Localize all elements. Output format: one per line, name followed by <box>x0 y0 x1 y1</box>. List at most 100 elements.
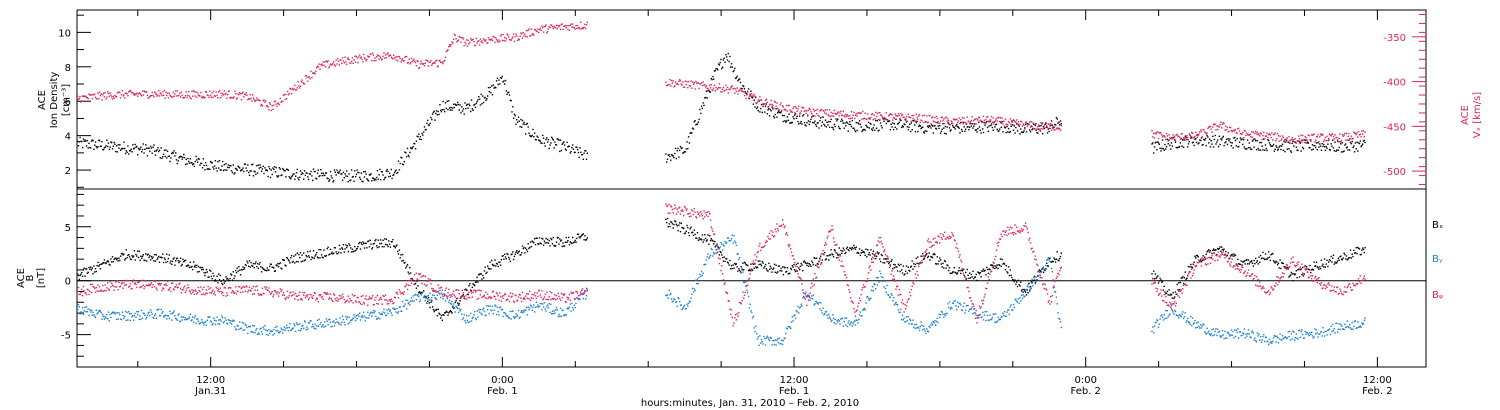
data-point <box>555 245 557 247</box>
data-point <box>239 170 242 172</box>
data-point <box>1033 128 1036 130</box>
data-point <box>180 91 183 93</box>
data-point <box>725 257 727 260</box>
data-point <box>760 103 763 106</box>
data-point <box>1204 256 1206 258</box>
data-point <box>1332 254 1335 256</box>
data-point <box>79 313 81 315</box>
data-point <box>706 256 708 258</box>
data-point <box>977 128 979 130</box>
data-point <box>427 300 429 302</box>
data-point <box>1340 140 1343 142</box>
data-point <box>1273 261 1276 263</box>
data-point <box>678 297 680 300</box>
data-point <box>1352 146 1354 149</box>
data-point <box>289 177 291 179</box>
data-point <box>471 108 473 110</box>
data-point <box>332 181 334 183</box>
data-point <box>934 124 936 127</box>
data-point <box>483 310 486 313</box>
data-point <box>1211 252 1213 255</box>
data-point <box>84 306 86 308</box>
data-point <box>399 162 401 165</box>
data-point <box>997 116 999 119</box>
data-point <box>209 90 211 92</box>
data-point <box>393 54 395 56</box>
data-point <box>982 128 984 130</box>
data-point <box>887 120 889 123</box>
data-point <box>323 64 325 66</box>
data-point <box>802 114 805 116</box>
data-point <box>995 117 998 120</box>
data-point <box>129 89 132 92</box>
data-point <box>128 153 130 155</box>
data-point <box>1294 138 1297 140</box>
data-point <box>994 126 996 128</box>
data-point <box>1271 132 1273 134</box>
data-point <box>192 321 195 323</box>
data-point <box>751 269 754 271</box>
data-point <box>812 264 815 266</box>
data-point <box>1249 133 1251 136</box>
data-point <box>1226 254 1229 257</box>
data-point <box>887 258 889 260</box>
data-point <box>1328 261 1330 263</box>
data-point <box>540 303 542 305</box>
data-point <box>503 258 505 260</box>
data-point <box>778 265 780 267</box>
data-point <box>448 46 450 48</box>
data-point <box>168 317 170 320</box>
data-point <box>322 172 324 174</box>
data-point <box>316 178 318 180</box>
data-point <box>947 264 949 267</box>
data-point <box>1207 127 1209 130</box>
data-point <box>363 315 366 317</box>
data-point <box>304 174 307 177</box>
data-point <box>471 39 473 41</box>
data-point <box>112 261 114 263</box>
data-point <box>338 244 341 246</box>
data-point <box>474 103 476 106</box>
data-point <box>135 253 137 256</box>
data-point <box>874 129 876 131</box>
data-point <box>208 96 210 98</box>
data-point <box>500 33 503 36</box>
data-point <box>838 115 840 117</box>
data-point <box>734 240 736 242</box>
data-point <box>273 329 275 331</box>
data-point <box>347 180 349 183</box>
data-point <box>334 171 336 173</box>
data-point <box>761 103 763 105</box>
data-point <box>120 318 123 321</box>
data-point <box>794 270 797 273</box>
data-point <box>837 254 839 256</box>
data-point <box>212 272 214 275</box>
data-point <box>1217 139 1219 141</box>
data-point <box>998 264 1000 266</box>
data-point <box>748 307 751 309</box>
data-point <box>518 120 520 122</box>
data-point <box>295 172 298 174</box>
data-point <box>119 149 122 151</box>
data-point <box>696 82 698 84</box>
data-point <box>743 91 745 93</box>
data-point <box>1229 138 1231 140</box>
data-point <box>1002 123 1004 125</box>
data-point <box>754 106 756 108</box>
data-point <box>1298 140 1300 142</box>
data-point <box>430 301 432 303</box>
data-point <box>873 114 875 116</box>
data-point <box>366 58 368 61</box>
data-point <box>1285 138 1288 141</box>
data-point <box>275 264 277 266</box>
data-point <box>507 253 509 256</box>
data-point <box>1016 123 1019 125</box>
data-point <box>956 273 958 275</box>
data-point <box>782 120 785 123</box>
data-point <box>314 255 316 257</box>
data-point <box>374 57 376 59</box>
data-point <box>528 247 530 250</box>
data-point <box>461 106 463 108</box>
data-point <box>389 175 392 177</box>
data-point <box>1174 140 1177 142</box>
